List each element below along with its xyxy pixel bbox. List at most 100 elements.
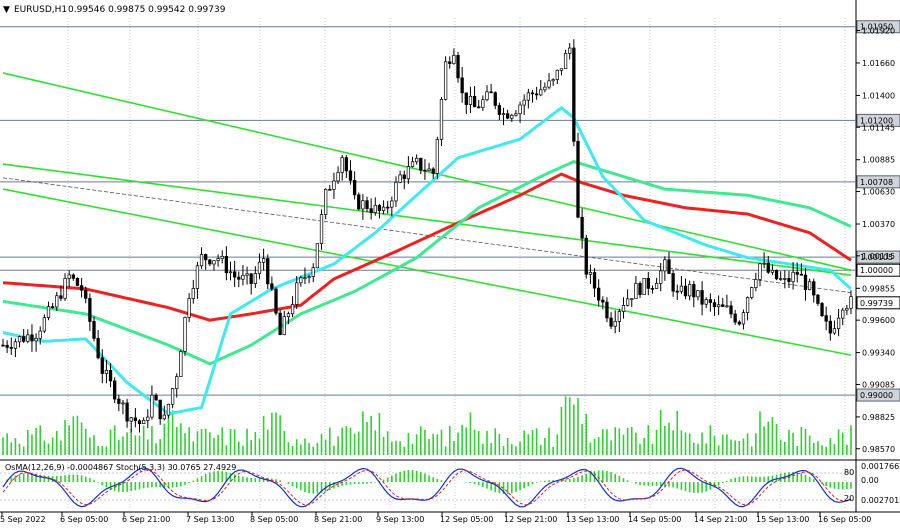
candle-body	[721, 304, 725, 307]
candle-body	[88, 298, 92, 322]
candle-body	[700, 290, 704, 305]
candle-body	[522, 99, 526, 106]
candle-body	[261, 258, 266, 263]
candle-body	[563, 52, 568, 70]
candle-body	[729, 305, 733, 315]
candle-body	[146, 416, 150, 421]
candle-body	[770, 269, 775, 273]
candle-body	[208, 259, 212, 265]
candle-body	[274, 288, 278, 314]
candle-body	[617, 311, 622, 322]
candle-body	[311, 267, 315, 277]
candle-body	[336, 172, 340, 182]
candle-body	[295, 282, 299, 305]
trend-line	[2, 188, 852, 356]
candle-body	[621, 304, 626, 312]
candle-body	[332, 180, 336, 190]
candle-body	[179, 351, 183, 377]
candle-body	[783, 278, 787, 280]
candle-body	[50, 306, 55, 308]
x-tick-label: 13 Sep 13:00	[566, 515, 619, 524]
candle-body	[568, 47, 572, 54]
candle-body	[758, 263, 762, 280]
candle-body	[725, 305, 729, 308]
osc-label: OsMA(12,26,9) -0.0004867 Stoch(5,3,3) 30…	[5, 463, 236, 472]
candle-body	[266, 258, 270, 285]
candle-body	[59, 295, 63, 299]
candle-body	[642, 277, 646, 295]
y-tick-label: 1.00630	[862, 188, 895, 197]
candle-body	[410, 161, 415, 167]
candle-body	[572, 47, 576, 142]
candle-body	[303, 277, 307, 280]
candle-body	[836, 317, 841, 330]
candle-body	[733, 313, 737, 323]
candle-body	[431, 168, 435, 174]
candle-body	[741, 312, 746, 325]
candle-body	[605, 301, 609, 319]
level-box	[856, 20, 900, 34]
candle-body	[158, 399, 162, 420]
candle-body	[683, 285, 688, 297]
level-label: 1.00708	[860, 178, 893, 187]
candle-body	[319, 214, 324, 244]
osc-axis-label: 0.00270125	[861, 496, 900, 505]
candles	[1, 39, 853, 433]
candle-body	[592, 272, 597, 289]
candle-body	[348, 170, 353, 181]
candle-body	[237, 276, 241, 280]
candle-body	[576, 141, 580, 218]
candle-body	[133, 417, 138, 422]
candle-body	[828, 320, 832, 334]
x-tick-label: 15 Sep 13:00	[756, 515, 809, 524]
candle-body	[448, 61, 452, 64]
candle-body	[820, 303, 824, 317]
candle-body	[696, 290, 700, 298]
candle-body	[671, 273, 675, 292]
candle-body	[766, 262, 770, 273]
candle-body	[555, 69, 559, 80]
candle-body	[92, 321, 96, 339]
stoch-signal-line	[2, 469, 852, 506]
x-tick-label: 12 Sep 05:00	[440, 515, 493, 524]
candle-body	[315, 243, 320, 269]
osc-axis-label: 0.00176626	[861, 462, 900, 471]
candle-body	[365, 200, 369, 209]
y-tick-label: 0.99600	[862, 316, 895, 325]
candle-body	[799, 273, 804, 276]
candle-body	[199, 254, 204, 267]
candle-body	[609, 317, 613, 327]
level-box	[856, 175, 900, 189]
candle-body	[774, 269, 779, 280]
y-tick-label: 0.99340	[862, 349, 895, 358]
candle-body	[150, 394, 154, 418]
stoch-level-label: 20	[844, 494, 854, 503]
candle-body	[663, 259, 667, 272]
candle-body	[787, 278, 791, 282]
trend-line	[2, 72, 852, 271]
y-tick-label: 1.01920	[862, 26, 895, 35]
candle-body	[816, 294, 820, 304]
candle-body	[456, 55, 460, 79]
candle-body	[679, 285, 684, 292]
candle-body	[137, 420, 142, 424]
candle-body	[187, 298, 191, 318]
trend-line	[2, 177, 852, 294]
chart-header: ▼ EURUSD,H1 0.99546 0.99875 0.99542 0.99…	[3, 5, 226, 15]
candle-body	[344, 157, 348, 172]
candle-body	[9, 347, 13, 349]
candle-body	[290, 304, 295, 315]
x-tick-label: 9 Sep 13:00	[376, 515, 424, 524]
candle-body	[530, 92, 535, 95]
x-tick-label: 5 Sep 2022	[0, 515, 46, 524]
ohlc-values: 0.99546 0.99875 0.99542 0.99739	[68, 5, 226, 15]
candle-body	[750, 287, 754, 298]
y-tick-label: 0.98825	[862, 413, 895, 422]
candle-body	[539, 89, 543, 96]
candle-body	[328, 188, 332, 191]
candle-body	[630, 298, 634, 300]
candle-body	[249, 273, 253, 284]
candle-body	[216, 258, 220, 262]
candle-body	[75, 277, 80, 286]
candle-body	[423, 169, 427, 172]
